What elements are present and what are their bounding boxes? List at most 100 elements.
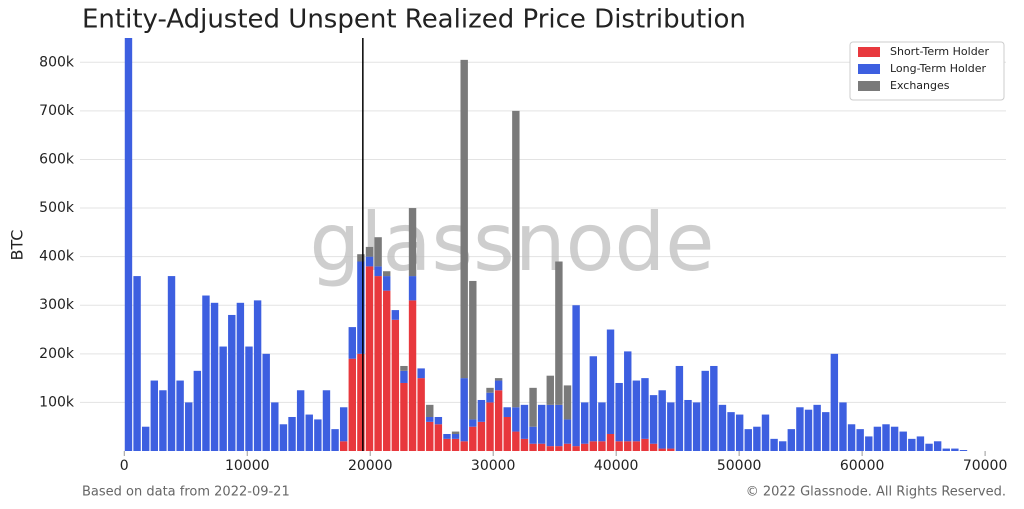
bar xyxy=(830,353,839,451)
bar xyxy=(460,59,468,379)
bar xyxy=(443,438,451,451)
bar xyxy=(262,353,270,451)
bar xyxy=(959,450,968,451)
bar xyxy=(813,404,821,451)
bar xyxy=(839,402,847,451)
bar xyxy=(141,426,150,451)
bar xyxy=(167,276,176,451)
bar xyxy=(486,402,494,451)
bar xyxy=(357,254,365,262)
bar xyxy=(606,433,615,451)
bar xyxy=(529,443,537,451)
y-tick-label: 300k xyxy=(39,297,75,313)
bar xyxy=(503,407,511,417)
bar xyxy=(520,438,529,451)
y-tick-label: 500k xyxy=(39,200,75,216)
bar xyxy=(822,412,830,451)
bar xyxy=(331,429,339,451)
x-tick-label: 0 xyxy=(120,458,129,474)
bar xyxy=(787,429,796,451)
bar xyxy=(469,426,477,451)
bar xyxy=(400,365,408,371)
bar xyxy=(348,358,356,451)
bar xyxy=(245,346,253,451)
bar xyxy=(133,276,141,451)
bar xyxy=(400,370,408,383)
bar xyxy=(624,351,632,442)
x-tick-label: 30000 xyxy=(471,458,516,474)
x-tick-label: 70000 xyxy=(963,458,1008,474)
bar xyxy=(383,290,391,451)
bar xyxy=(873,426,882,451)
bar xyxy=(494,378,503,381)
bar xyxy=(641,378,649,439)
bar xyxy=(348,327,356,359)
bar xyxy=(494,380,503,391)
bar xyxy=(124,38,133,451)
bar xyxy=(469,419,477,427)
bar xyxy=(701,370,709,451)
bar xyxy=(916,436,925,451)
bar xyxy=(357,353,365,451)
bar xyxy=(735,414,744,451)
bar xyxy=(460,378,468,442)
bar xyxy=(581,402,589,444)
legend-swatch xyxy=(858,81,880,91)
bar xyxy=(555,446,563,451)
bar xyxy=(675,365,684,451)
legend-label: Short-Term Holder xyxy=(890,45,989,58)
bar xyxy=(374,266,382,277)
bar xyxy=(615,382,623,442)
bar xyxy=(589,441,598,451)
bar xyxy=(951,448,959,451)
bar xyxy=(718,404,727,451)
bar xyxy=(572,305,580,447)
bar xyxy=(365,256,374,267)
bar xyxy=(684,399,692,451)
bar xyxy=(365,246,374,257)
bar xyxy=(253,300,262,451)
bar xyxy=(408,300,417,451)
bar xyxy=(426,416,434,422)
legend-label: Long-Term Holder xyxy=(890,62,987,75)
bar xyxy=(460,441,468,451)
bar xyxy=(563,443,572,451)
bar xyxy=(658,448,666,451)
legend-label: Exchanges xyxy=(890,79,950,92)
bar xyxy=(477,421,486,451)
bar xyxy=(555,261,563,405)
bar xyxy=(228,314,236,451)
bar xyxy=(365,266,374,451)
bar xyxy=(606,329,615,434)
bar xyxy=(314,419,322,451)
bars xyxy=(124,38,968,451)
bar xyxy=(796,407,804,451)
bar xyxy=(271,402,279,451)
bar xyxy=(546,446,554,451)
y-tick-label: 400k xyxy=(39,249,75,265)
bar xyxy=(391,310,400,320)
bar xyxy=(563,419,572,444)
bar xyxy=(408,208,417,277)
bar xyxy=(451,433,460,439)
bar xyxy=(882,424,890,451)
bar xyxy=(512,431,520,451)
bar xyxy=(426,421,434,451)
legend-box xyxy=(849,41,1005,101)
bar xyxy=(778,441,787,451)
bar xyxy=(417,368,425,379)
bar xyxy=(408,276,417,301)
bar xyxy=(925,443,933,451)
bar xyxy=(598,402,606,442)
bar xyxy=(581,443,589,451)
bar xyxy=(451,431,460,434)
bar xyxy=(339,441,348,451)
bar xyxy=(667,448,675,451)
bar xyxy=(804,409,813,451)
bar xyxy=(546,404,554,447)
bar xyxy=(486,387,494,393)
bar xyxy=(210,302,219,451)
bar xyxy=(572,446,580,451)
bar xyxy=(469,280,477,420)
